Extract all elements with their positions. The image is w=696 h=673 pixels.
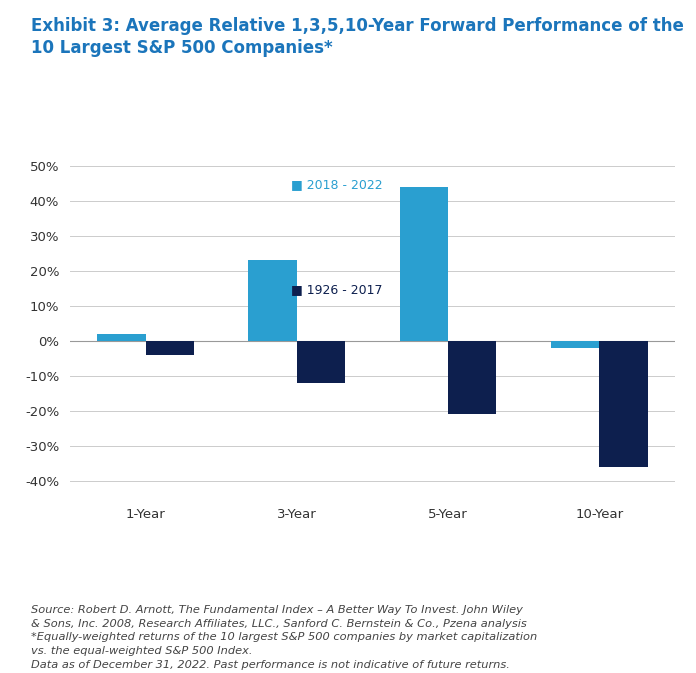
Bar bbox=[551, 341, 599, 347]
Text: Source: Robert D. Arnott, The Fundamental Index – A Better Way To Invest. John W: Source: Robert D. Arnott, The Fundamenta… bbox=[31, 605, 537, 670]
Text: Exhibit 3: Average Relative 1,3,5,10-Year Forward Performance of the
10 Largest : Exhibit 3: Average Relative 1,3,5,10-Yea… bbox=[31, 17, 684, 57]
Bar bbox=[296, 341, 345, 382]
Bar bbox=[448, 341, 496, 414]
Text: ■ 1926 - 2017: ■ 1926 - 2017 bbox=[291, 283, 382, 296]
Bar bbox=[97, 334, 145, 341]
Bar bbox=[599, 341, 647, 466]
Bar bbox=[145, 341, 194, 355]
Bar bbox=[248, 260, 296, 341]
Bar bbox=[400, 186, 448, 341]
Text: ■ 2018 - 2022: ■ 2018 - 2022 bbox=[291, 178, 382, 191]
